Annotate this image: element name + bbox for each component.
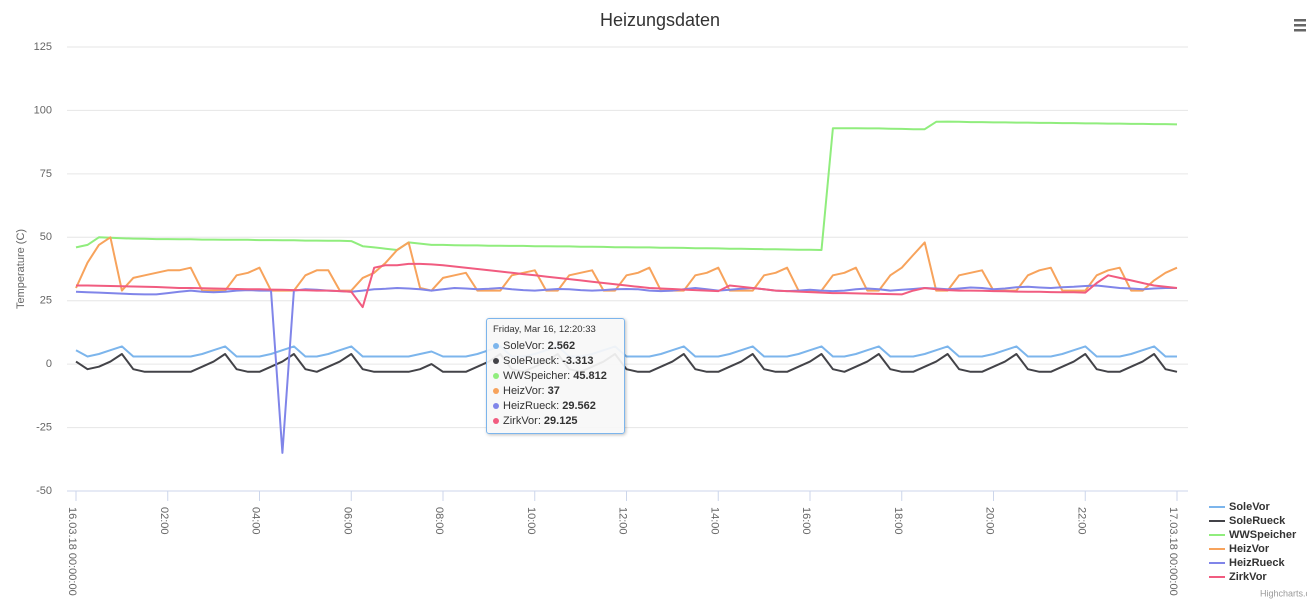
legend-label[interactable]: SoleVor [1229,501,1270,513]
tooltip-value: 29.562 [562,400,596,412]
x-tick-label: 18:00 [892,507,904,535]
tooltip-dot [493,388,499,395]
tooltip-dot [493,418,499,425]
tooltip-dot [493,358,499,365]
y-tick-label: 25 [40,295,52,307]
y-tick-label: -50 [36,485,52,497]
y-tick-label: 0 [46,358,52,370]
tooltip-label: ZirkVor: [503,415,541,427]
tooltip-label: SoleVor: [503,340,545,352]
series-line [76,262,1178,309]
legend-label[interactable]: HeizRueck [1229,557,1286,569]
tooltip-dot [493,343,499,350]
menu-bar[interactable] [1294,19,1306,22]
x-tick-label: 02:00 [158,507,170,535]
tooltip-value: 29.125 [543,415,578,427]
x-tick-label: 08:00 [433,507,445,535]
x-tick-label: 16.03.18 00:00:00 [66,507,78,596]
y-axis-label: Temperature (C) [15,229,27,309]
x-tick-label: 22:00 [1075,507,1087,535]
x-tick-label: 10:00 [525,507,537,535]
series-line [75,284,1177,454]
credits[interactable]: Highcharts.com [1260,588,1307,598]
tooltip-value: -3.313 [562,355,594,367]
tooltip: Friday, Mar 16, 12:20:33 SoleVor: 2.562 Sol… [486,318,625,434]
tooltip-label: HeizVor: [503,385,545,397]
tooltip-value: 2.562 [547,340,576,352]
y-tick-label: 50 [40,231,52,243]
legend-label[interactable]: WWSpeicher [1229,529,1297,541]
tooltip-label: HeizRueck: [503,400,560,412]
series-line [75,236,1178,292]
series-line [75,345,1177,358]
legend-label[interactable]: ZirkVor [1229,571,1267,583]
tooltip-title: Friday, Mar 16, 12:20:33 [493,324,596,335]
tooltip-row: SoleRueck: -3.313 [493,354,618,369]
x-tick-label: 14:00 [708,507,720,535]
tooltip-row: ZirkVor: 29.125 [493,414,618,429]
y-tick-label: -25 [36,421,52,433]
x-tick-label: 12:00 [617,507,629,535]
x-tick-label: 04:00 [250,507,262,535]
tooltip-value: 45.812 [573,370,607,382]
x-tick-label: 20:00 [984,507,996,535]
tooltip-row: HeizVor: 37 [493,384,618,399]
x-tick-label: 06:00 [341,507,353,535]
tooltip-value: 37 [547,385,560,397]
series-line [75,353,1178,373]
series-line [75,120,1178,251]
y-tick-label: 75 [40,168,52,180]
tooltip-dot [493,403,499,410]
tooltip-label: WWSpeicher: [503,370,571,382]
tooltip-dot [493,373,499,380]
tooltip-label: SoleRueck: [503,355,560,367]
tooltip-row: HeizRueck: 29.562 [493,399,618,414]
y-tick-label: 100 [34,104,52,116]
y-tick-label: 125 [34,41,52,53]
tooltip-row: SoleVor: 2.562 [493,339,618,354]
menu-bar[interactable] [1294,29,1306,32]
x-tick-label: 16:00 [800,507,812,535]
chart-title: Heizungsdaten [600,10,720,30]
menu-bar[interactable] [1294,24,1306,27]
tooltip-row: WWSpeicher: 45.812 [493,369,618,384]
menu-icon[interactable] [1294,19,1306,32]
legend-label[interactable]: HeizVor [1229,543,1270,555]
legend-label[interactable]: SoleRueck [1229,515,1286,527]
x-tick-label: 17.03.18 00:00:00 [1167,507,1179,596]
